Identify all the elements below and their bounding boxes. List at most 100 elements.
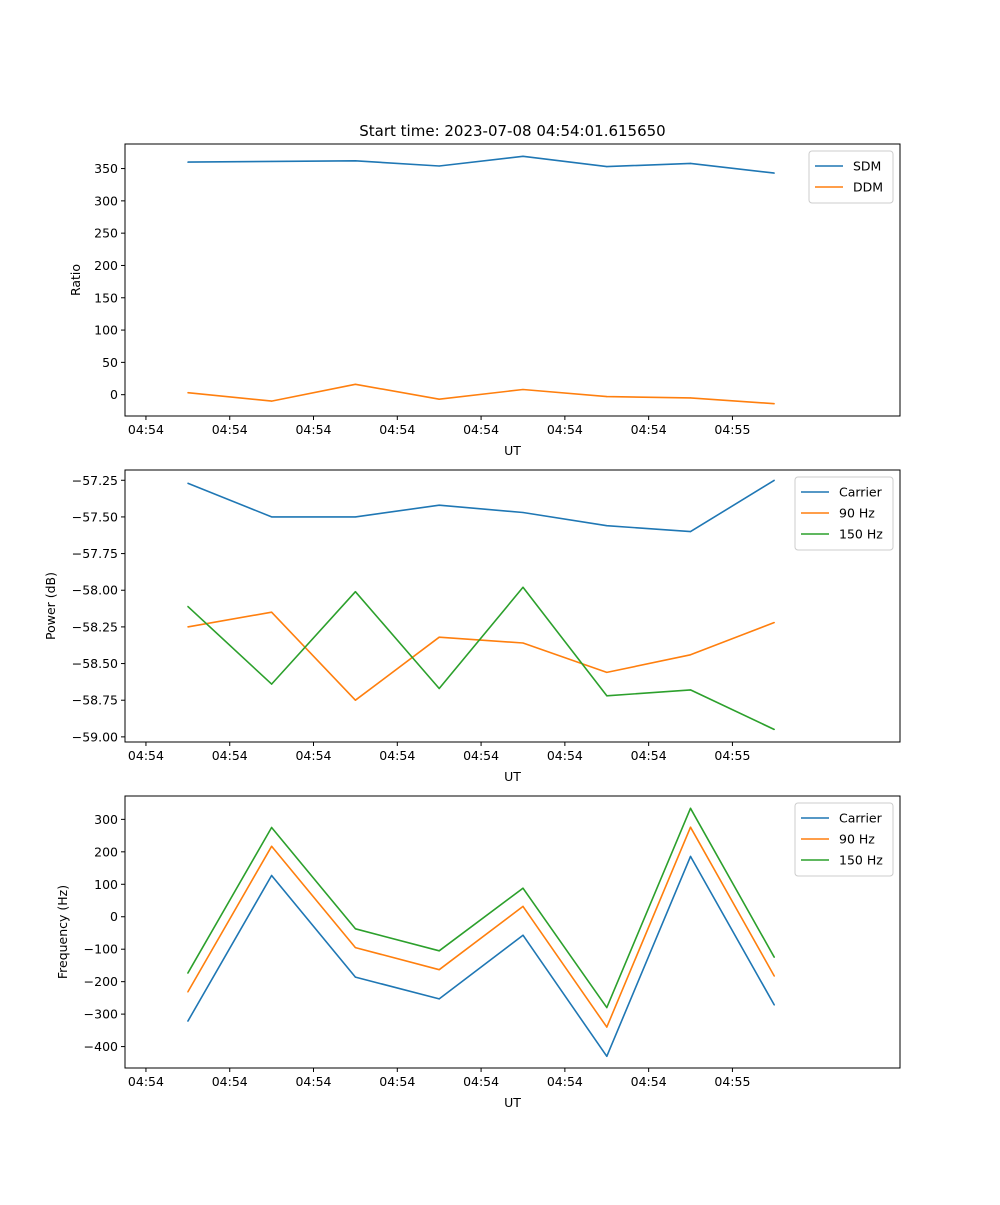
- data-point-150-hz: [187, 605, 189, 607]
- y-tick-label: 200: [94, 844, 118, 859]
- x-tick-label: 04:54: [631, 1074, 667, 1089]
- data-point-90-hz: [354, 699, 357, 701]
- x-tick-label: 04:54: [547, 422, 583, 437]
- data-point-150-hz: [271, 683, 273, 685]
- axes-frame: [124, 795, 901, 1069]
- data-point-150-hz: [689, 689, 692, 691]
- data-point-carrier: [438, 504, 440, 506]
- y-tick-label: 150: [94, 290, 118, 305]
- x-tick-label: 04:54: [547, 1074, 583, 1089]
- y-tick-label: −57.75: [72, 546, 118, 561]
- y-tick-label: −57.50: [72, 509, 118, 524]
- data-point-carrier: [773, 479, 775, 481]
- data-point-150-hz: [689, 807, 692, 809]
- x-tick-label: 04:55: [714, 1074, 750, 1089]
- y-tick-label: 0: [110, 909, 118, 924]
- x-tick-label: 04:55: [714, 748, 750, 763]
- legend: Carrier 90 Hz 150 Hz: [794, 802, 894, 877]
- data-point-150-hz: [354, 591, 357, 593]
- data-point-90-hz: [354, 946, 357, 949]
- x-tick-label: 04:54: [463, 1074, 499, 1089]
- data-point-sdm: [606, 166, 608, 168]
- data-point-ddm: [438, 398, 440, 400]
- data-point-sdm: [773, 172, 775, 174]
- data-point-sdm: [522, 155, 524, 157]
- x-tick-label: 04:54: [295, 422, 331, 437]
- y-tick-label: −100: [84, 942, 118, 957]
- y-tick-label: −58.50: [72, 656, 118, 671]
- y-tick-label: −59.00: [72, 729, 118, 744]
- legend: Carrier 90 Hz 150 Hz: [794, 476, 894, 551]
- y-tick-label: −58.75: [72, 693, 118, 708]
- data-point-90-hz: [438, 969, 440, 971]
- legend-label-150-hz: 150 Hz: [839, 853, 883, 868]
- data-point-sdm: [689, 162, 692, 164]
- data-point-sdm: [271, 160, 273, 163]
- x-tick-label: 04:54: [128, 748, 164, 763]
- data-point-ddm: [354, 383, 357, 385]
- data-point-90-hz: [606, 671, 608, 673]
- y-tick-label: −200: [84, 974, 118, 989]
- data-point-150-hz: [522, 887, 524, 889]
- x-tick-label: 04:54: [379, 422, 415, 437]
- x-tick-label: 04:54: [631, 422, 667, 437]
- y-tick-label: −400: [84, 1039, 118, 1054]
- data-point-sdm: [438, 165, 440, 167]
- data-point-ddm: [271, 400, 273, 402]
- data-point-150-hz: [187, 972, 189, 974]
- series-line-carrier: [187, 855, 775, 1058]
- axes-frame: [124, 469, 901, 743]
- y-tick-label: −57.25: [72, 473, 118, 488]
- data-point-carrier: [606, 525, 608, 527]
- data-point-carrier: [689, 855, 692, 857]
- data-point-carrier: [187, 1020, 189, 1022]
- legend-label-90-hz: 90 Hz: [839, 832, 875, 847]
- data-point-90-hz: [187, 626, 189, 628]
- data-point-150-hz: [606, 695, 608, 697]
- series-line-90-hz: [187, 611, 775, 702]
- x-tick-label: 04:54: [463, 748, 499, 763]
- x-tick-label: 04:54: [379, 748, 415, 763]
- legend-label-150-hz: 150 Hz: [839, 527, 883, 542]
- x-tick-label: 04:54: [463, 422, 499, 437]
- data-point-ddm: [606, 396, 608, 398]
- data-point-90-hz: [438, 636, 440, 638]
- legend-label-carrier: Carrier: [839, 811, 883, 826]
- data-point-carrier: [522, 934, 524, 936]
- data-point-150-hz: [271, 826, 273, 829]
- x-tick-label: 04:54: [547, 748, 583, 763]
- x-axis-label: UT: [504, 769, 521, 784]
- data-point-150-hz: [606, 1007, 608, 1009]
- y-tick-label: 100: [94, 877, 118, 892]
- legend-label-ddm: DDM: [853, 180, 883, 195]
- legend: SDM DDM: [808, 150, 894, 204]
- series-line-150-hz: [187, 807, 775, 1009]
- series-line-ddm: [187, 383, 775, 405]
- x-tick-label: 04:54: [212, 422, 248, 437]
- y-tick-label: 300: [94, 193, 118, 208]
- data-point-ddm: [689, 397, 692, 399]
- data-point-90-hz: [522, 905, 524, 907]
- data-point-carrier: [354, 516, 357, 518]
- data-point-90-hz: [689, 654, 692, 656]
- y-tick-label: 250: [94, 226, 118, 241]
- data-point-90-hz: [606, 1026, 608, 1028]
- data-point-carrier: [606, 1055, 608, 1057]
- figure-title: Start time: 2023-07-08 04:54:01.615650: [359, 122, 665, 140]
- data-point-90-hz: [689, 826, 692, 828]
- legend-label-carrier: Carrier: [839, 485, 883, 500]
- data-point-ddm: [773, 403, 775, 405]
- y-tick-label: 350: [94, 161, 118, 176]
- legend-label-90-hz: 90 Hz: [839, 506, 875, 521]
- data-point-carrier: [438, 998, 440, 1000]
- data-point-90-hz: [187, 991, 189, 993]
- data-point-150-hz: [773, 956, 775, 958]
- data-point-150-hz: [354, 928, 357, 930]
- data-point-90-hz: [271, 845, 273, 847]
- y-axis-label: Power (dB): [43, 572, 58, 640]
- x-tick-label: 04:54: [128, 422, 164, 437]
- series-line-90-hz: [187, 826, 775, 1028]
- legend-frame: [794, 476, 894, 551]
